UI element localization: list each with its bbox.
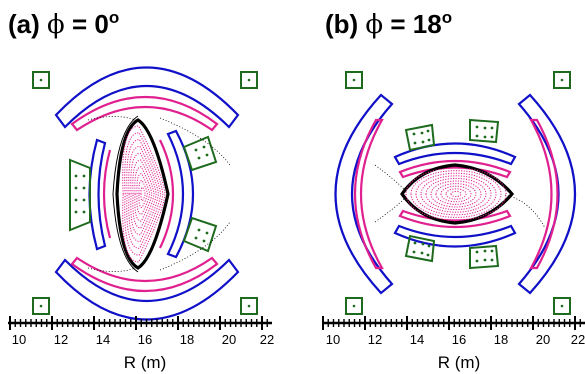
flux-surface	[140, 186, 146, 202]
inner-wall-left	[102, 149, 112, 239]
outer-coil-left-b	[334, 93, 394, 295]
flux-surface	[136, 173, 151, 215]
corner-coil-bottom-left	[32, 297, 50, 315]
tick-label-14-a: 14	[96, 332, 110, 347]
tick-label-10-b: 10	[326, 332, 340, 347]
outer-coil-bottom	[54, 258, 240, 321]
flux-surface	[440, 185, 472, 203]
inner-wall-right-b	[529, 118, 559, 270]
panel-b-title: (b) ϕ = 18o	[325, 8, 452, 40]
aux-coil-right-lower	[182, 216, 218, 253]
flux-surface	[130, 152, 157, 236]
aux-coil-bottom-left-b	[404, 234, 436, 263]
outer-coil-right	[166, 129, 195, 259]
outer-coil-top	[54, 66, 240, 129]
inner-wall-bottom	[70, 256, 219, 292]
flux-surfaces-b	[405, 167, 507, 221]
flux-surface	[132, 159, 155, 229]
edge-stochastic-region-b	[400, 163, 515, 225]
tick-label-22-b: 22	[571, 332, 585, 347]
panel-a: (a) ϕ = 0o	[8, 8, 274, 372]
flux-surfaces-a	[122, 125, 166, 263]
flux-surface	[430, 180, 482, 208]
corner-coil-top-right	[240, 71, 258, 89]
tick-marks-a	[9, 316, 268, 330]
aux-coil-top-right-b	[469, 118, 500, 144]
corner-coil-top-left	[32, 71, 50, 89]
field-line-traces-b	[374, 164, 546, 229]
flux-surface	[435, 183, 477, 205]
tick-label-22-a: 22	[260, 332, 274, 347]
aux-coil-bottom-right-b	[469, 244, 500, 270]
flux-surface	[410, 170, 502, 218]
field-line-traces-a	[87, 116, 231, 272]
axis-b: 10 12 14 16 18 20 22 R (m)	[322, 316, 585, 372]
flux-surface	[425, 177, 487, 211]
panel-b: (b) ϕ = 18o	[322, 8, 585, 372]
edge-stochastic-region-a	[115, 118, 170, 270]
tick-label-16-a: 16	[138, 332, 152, 347]
flux-surface	[138, 179, 148, 209]
aux-coil-top-left-b	[404, 123, 436, 152]
separatrix-a	[112, 115, 139, 273]
tick-label-16-b: 16	[452, 332, 466, 347]
tick-label-20-b: 20	[536, 332, 550, 347]
flux-surface	[450, 190, 462, 198]
tick-label-18-b: 18	[494, 332, 508, 347]
panel-a-title: (a) ϕ = 0o	[8, 8, 119, 40]
corner-coil-top-left-b	[345, 71, 363, 89]
flux-surface	[445, 188, 467, 200]
x-axis-label-b: R (m)	[438, 353, 480, 372]
inner-wall-right	[159, 139, 174, 249]
flux-surface	[405, 167, 507, 221]
x-axis-label-a: R (m)	[124, 353, 166, 372]
axis-a: 10 12 14 16 18 20 22 R (m)	[8, 316, 274, 372]
flux-surface	[420, 175, 492, 213]
corner-coil-bottom-right	[240, 297, 258, 315]
aux-coil-right-upper	[182, 135, 218, 172]
corner-coil-top-right-b	[553, 71, 571, 89]
tick-label-14-b: 14	[410, 332, 424, 347]
tick-label-12-b: 12	[368, 332, 382, 347]
flux-surface	[134, 166, 153, 222]
tick-label-12-a: 12	[54, 332, 68, 347]
inner-wall-top	[70, 96, 219, 132]
tick-label-20-a: 20	[222, 332, 236, 347]
tick-label-10-a: 10	[12, 332, 26, 347]
corner-coil-bottom-left-b	[345, 297, 363, 315]
corner-coil-bottom-right-b	[553, 297, 571, 315]
flux-surface	[415, 172, 497, 216]
flux-surface	[124, 132, 164, 256]
flux-surface	[122, 125, 166, 263]
inner-wall-left-b	[354, 118, 384, 270]
aux-coil-left	[69, 158, 91, 232]
flux-surface	[126, 139, 162, 249]
outer-coil-right-b	[517, 93, 577, 295]
tick-marks-b	[322, 316, 581, 330]
outer-coil-left	[88, 138, 107, 251]
tick-label-18-a: 18	[180, 332, 194, 347]
